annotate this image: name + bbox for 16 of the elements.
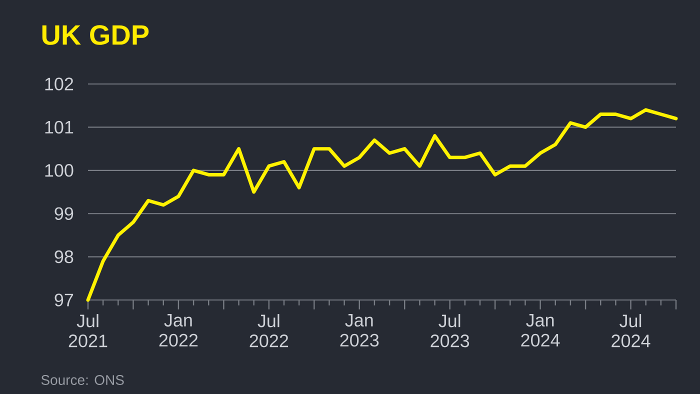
y-tick-label: 101 [45,120,74,134]
y-tick-label: 98 [54,250,74,264]
source-note: Source: ONS [41,375,124,385]
x-tick-label: Jan 2023 [340,314,379,347]
x-tick-label: Jul 2021 [68,314,108,348]
y-tick-label: 102 [45,78,74,90]
y-tick-label: 100 [45,164,74,177]
chart-title: UK GDP [42,25,149,45]
line-series [86,108,678,302]
y-tick-label: 97 [54,294,74,306]
x-tick-label: Jul 2022 [250,314,288,348]
y-tick-label: 99 [54,207,74,220]
x-tick-label: Jul 2024 [612,314,650,348]
x-tick-label: Jan 2024 [521,314,560,347]
x-tick-label: Jan 2022 [159,314,198,347]
x-tick-label: Jul 2023 [430,314,470,348]
